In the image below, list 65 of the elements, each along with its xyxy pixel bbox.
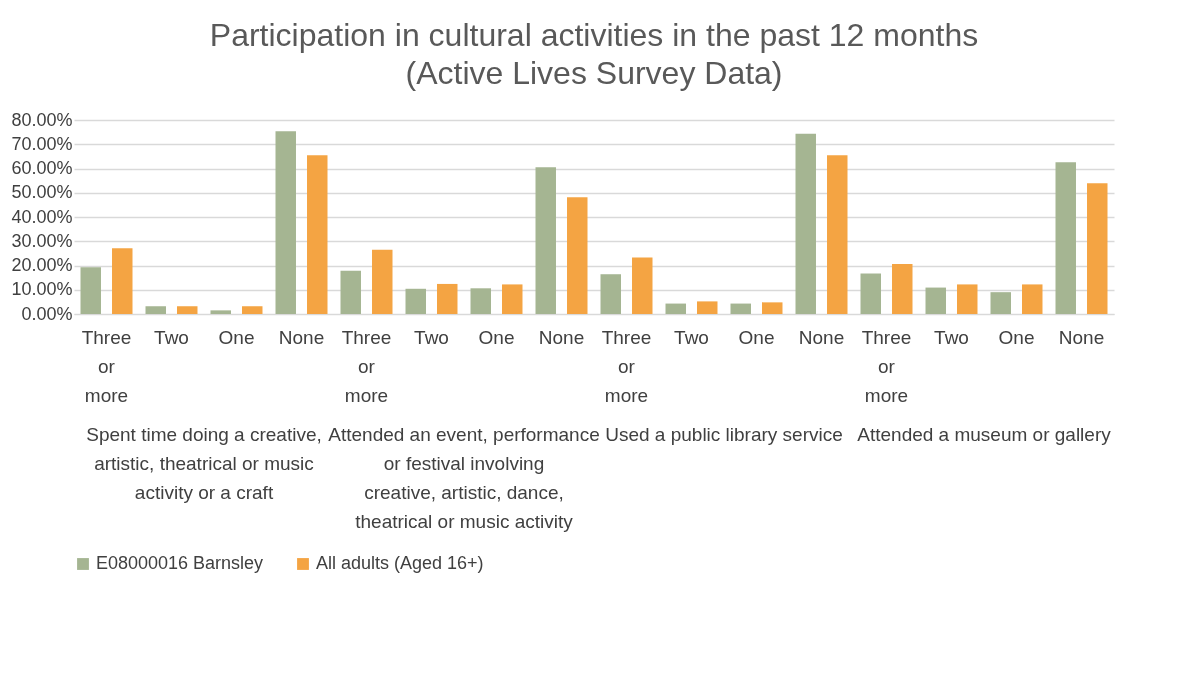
bar bbox=[957, 284, 978, 314]
x-tick-label: None bbox=[798, 326, 845, 348]
bar bbox=[990, 292, 1011, 314]
y-tick-label: 0.00% bbox=[21, 303, 73, 324]
x-tick-label: One bbox=[218, 326, 255, 348]
bar bbox=[762, 302, 783, 314]
bar bbox=[405, 288, 426, 314]
bar bbox=[470, 288, 491, 314]
bar bbox=[80, 267, 101, 314]
legend-label: E08000016 Barnsley bbox=[96, 553, 264, 573]
y-tick-label: 30.00% bbox=[11, 230, 73, 251]
bar bbox=[1055, 162, 1076, 314]
text: Spent time doing a creative, artistic, theatrical or music activity or a craft bbox=[86, 424, 322, 503]
bar bbox=[697, 301, 718, 314]
bar bbox=[242, 306, 263, 314]
bar bbox=[632, 257, 653, 314]
y-tick-label: 50.00% bbox=[11, 182, 73, 203]
bar bbox=[827, 155, 848, 314]
x-tick-label: Two bbox=[934, 326, 969, 348]
bar bbox=[1087, 183, 1108, 314]
bar bbox=[307, 155, 328, 314]
bar bbox=[275, 131, 296, 314]
bar bbox=[535, 167, 556, 314]
x-tick-label: None bbox=[538, 326, 585, 348]
x-tick-label: Two bbox=[154, 326, 189, 348]
x-tick-label: None bbox=[278, 326, 325, 348]
text: Attended a museum or gallery bbox=[857, 424, 1112, 445]
y-tick-label: 60.00% bbox=[11, 158, 73, 178]
y-tick-label: 20.00% bbox=[11, 255, 73, 275]
y-tick-label: 80.00% bbox=[11, 109, 73, 130]
x-tick-label: One bbox=[998, 326, 1035, 348]
x-tick-label: None bbox=[1058, 326, 1105, 348]
bar bbox=[340, 270, 361, 314]
bar bbox=[145, 306, 166, 314]
bar bbox=[860, 273, 881, 314]
bar bbox=[112, 248, 133, 314]
x-tick-label: Two bbox=[674, 326, 709, 348]
bar bbox=[925, 287, 946, 314]
bar bbox=[600, 274, 621, 314]
y-tick-label: 70.00% bbox=[11, 133, 73, 154]
x-tick-label: Three or more bbox=[81, 326, 132, 406]
bar bbox=[502, 284, 523, 314]
bar bbox=[1022, 284, 1043, 314]
bar bbox=[795, 133, 816, 314]
x-tick-label: Three or more bbox=[861, 326, 912, 406]
y-tick-label: 40.00% bbox=[11, 206, 73, 227]
bar bbox=[210, 310, 231, 314]
legend-label: All adults (Aged 16+) bbox=[316, 553, 484, 573]
chart-subtitle: (Active Lives Survey Data) bbox=[405, 55, 783, 91]
x-tick-label: One bbox=[738, 326, 775, 348]
y-tick-label: 10.00% bbox=[11, 279, 73, 300]
x-tick-label: One bbox=[478, 326, 515, 348]
bar bbox=[730, 303, 751, 314]
bar bbox=[892, 264, 913, 314]
text: Attended an event, performance or festival involving creative, artistic, dance, theatrical or music activity bbox=[328, 424, 600, 532]
bar bbox=[665, 303, 686, 314]
chart-title: Participation in cultural activities in the past 12 months bbox=[209, 17, 979, 53]
x-tick-label: Two bbox=[414, 326, 449, 348]
bar bbox=[177, 306, 198, 314]
x-tick-label: Three or more bbox=[601, 326, 652, 406]
bar bbox=[372, 249, 393, 314]
text: Used a public library service bbox=[605, 424, 843, 445]
bar bbox=[437, 283, 458, 314]
bar bbox=[567, 197, 588, 314]
x-tick-label: Three or more bbox=[341, 326, 392, 406]
